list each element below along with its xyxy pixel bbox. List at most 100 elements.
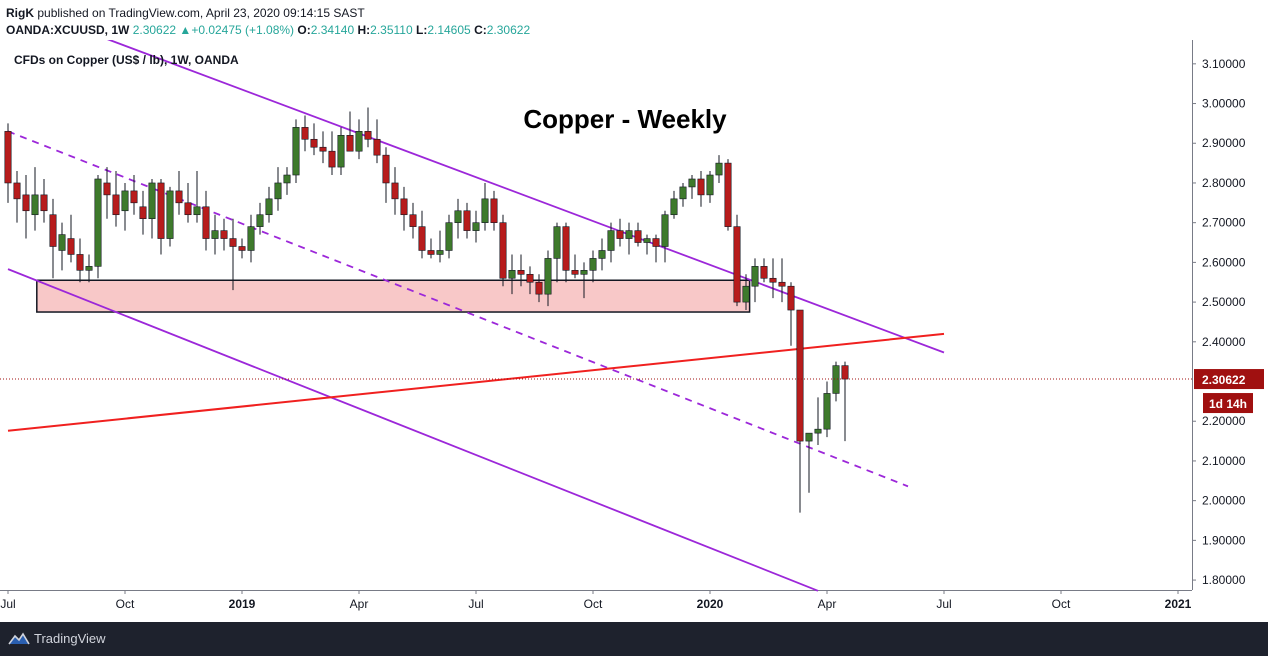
candle-body-down [103,182,111,196]
candle-body-down [652,238,660,247]
candle [589,250,597,283]
tradingview-brand[interactable]: TradingView [34,631,106,646]
candle [445,214,453,259]
candle [454,198,462,239]
candle [499,214,507,287]
candle [535,274,543,303]
candle [688,175,696,199]
candle-body-up [544,258,552,295]
candle-body-down [499,222,507,279]
symbol-label[interactable]: OANDA:XCUUSD, 1W [6,23,130,37]
candle [85,254,93,283]
candle-body-up [247,226,255,251]
candle-body-up [625,230,633,239]
candle [121,182,129,231]
candle [229,218,237,291]
candle-body-down [76,254,84,271]
rising-trendline [7,332,945,432]
support-zone [36,279,751,313]
candle-body-up [31,194,39,216]
up-arrow-icon: ▲ [179,23,192,37]
candle [427,238,435,259]
candle-body-down [517,270,525,275]
candle [787,282,795,346]
candle [634,222,642,247]
candle-body-down [382,154,390,184]
candle [661,210,669,263]
candle-body-down [328,150,336,168]
candle-body-up [355,131,363,152]
candle-body-down [40,194,48,212]
price-tick-label: 2.70000 [1202,216,1246,230]
time-tick-label: Jul [936,597,951,611]
candle-body-down [22,194,30,212]
candle-body-up [679,186,687,200]
candle [301,115,309,152]
time-tick-label: Oct [116,597,135,611]
candle [553,222,561,283]
candle [364,107,372,148]
publication-header: RigK published on TradingView.com, April… [0,0,1268,40]
candle-body-down [184,202,192,216]
candle-body-up [598,250,606,259]
candle [670,190,678,219]
candle-body-down [634,230,642,243]
time-tick-label: Oct [1052,597,1071,611]
chart-title: Copper - Weekly [523,104,727,134]
candle [544,250,552,307]
candle-body-down [220,230,228,239]
candle-body-down [841,365,849,380]
low-value: 2.14605 [427,23,471,37]
candle [238,238,246,259]
publication-line: RigK published on TradingView.com, April… [6,6,365,20]
price-tick-label: 2.50000 [1202,295,1246,309]
candle-body-up [94,178,102,267]
candle [310,123,318,156]
candle [76,238,84,283]
candle [652,234,660,263]
candle-body-down [400,198,408,216]
candle [796,309,804,513]
candle-body-up [823,393,831,430]
candle-body-up [85,266,93,271]
low-label: L: [416,23,428,37]
price-change: +0.02475 (+1.08%) [191,23,295,37]
candle-body-up [256,214,264,227]
candle [337,127,345,176]
candle [598,238,606,271]
candle-body-down [778,281,786,287]
price-tick-label: 3.10000 [1202,57,1246,71]
candle-body-up [553,226,561,259]
candle [94,175,102,279]
time-tick-label: 2019 [229,597,256,611]
tradingview-logo-icon[interactable] [8,631,30,647]
candle [328,131,336,176]
candle-body-up [148,182,156,220]
candle-body-down [301,127,309,140]
candle [481,182,489,231]
candle-body-up [661,214,669,247]
published-text: published on TradingView.com, April 23, … [37,6,365,20]
candle-body-down [175,190,183,204]
candle [58,222,66,271]
candle-body-up [211,230,219,239]
candle-body-up [283,174,291,184]
candle [625,222,633,255]
candle [139,190,147,235]
candle-body-up [265,198,273,216]
candle [751,258,759,303]
candle [760,258,768,283]
candle [715,155,723,183]
candle-body-down [409,214,417,227]
candle [31,167,39,231]
candle [418,210,426,259]
candle-body-down [238,246,246,251]
candle [832,361,840,402]
candle [40,178,48,223]
price-tick-label: 2.40000 [1202,335,1246,349]
author-name[interactable]: RigK [6,6,34,20]
last-price: 2.30622 [132,23,177,37]
candle-body-up [688,178,696,188]
time-tick-label: 2020 [697,597,724,611]
